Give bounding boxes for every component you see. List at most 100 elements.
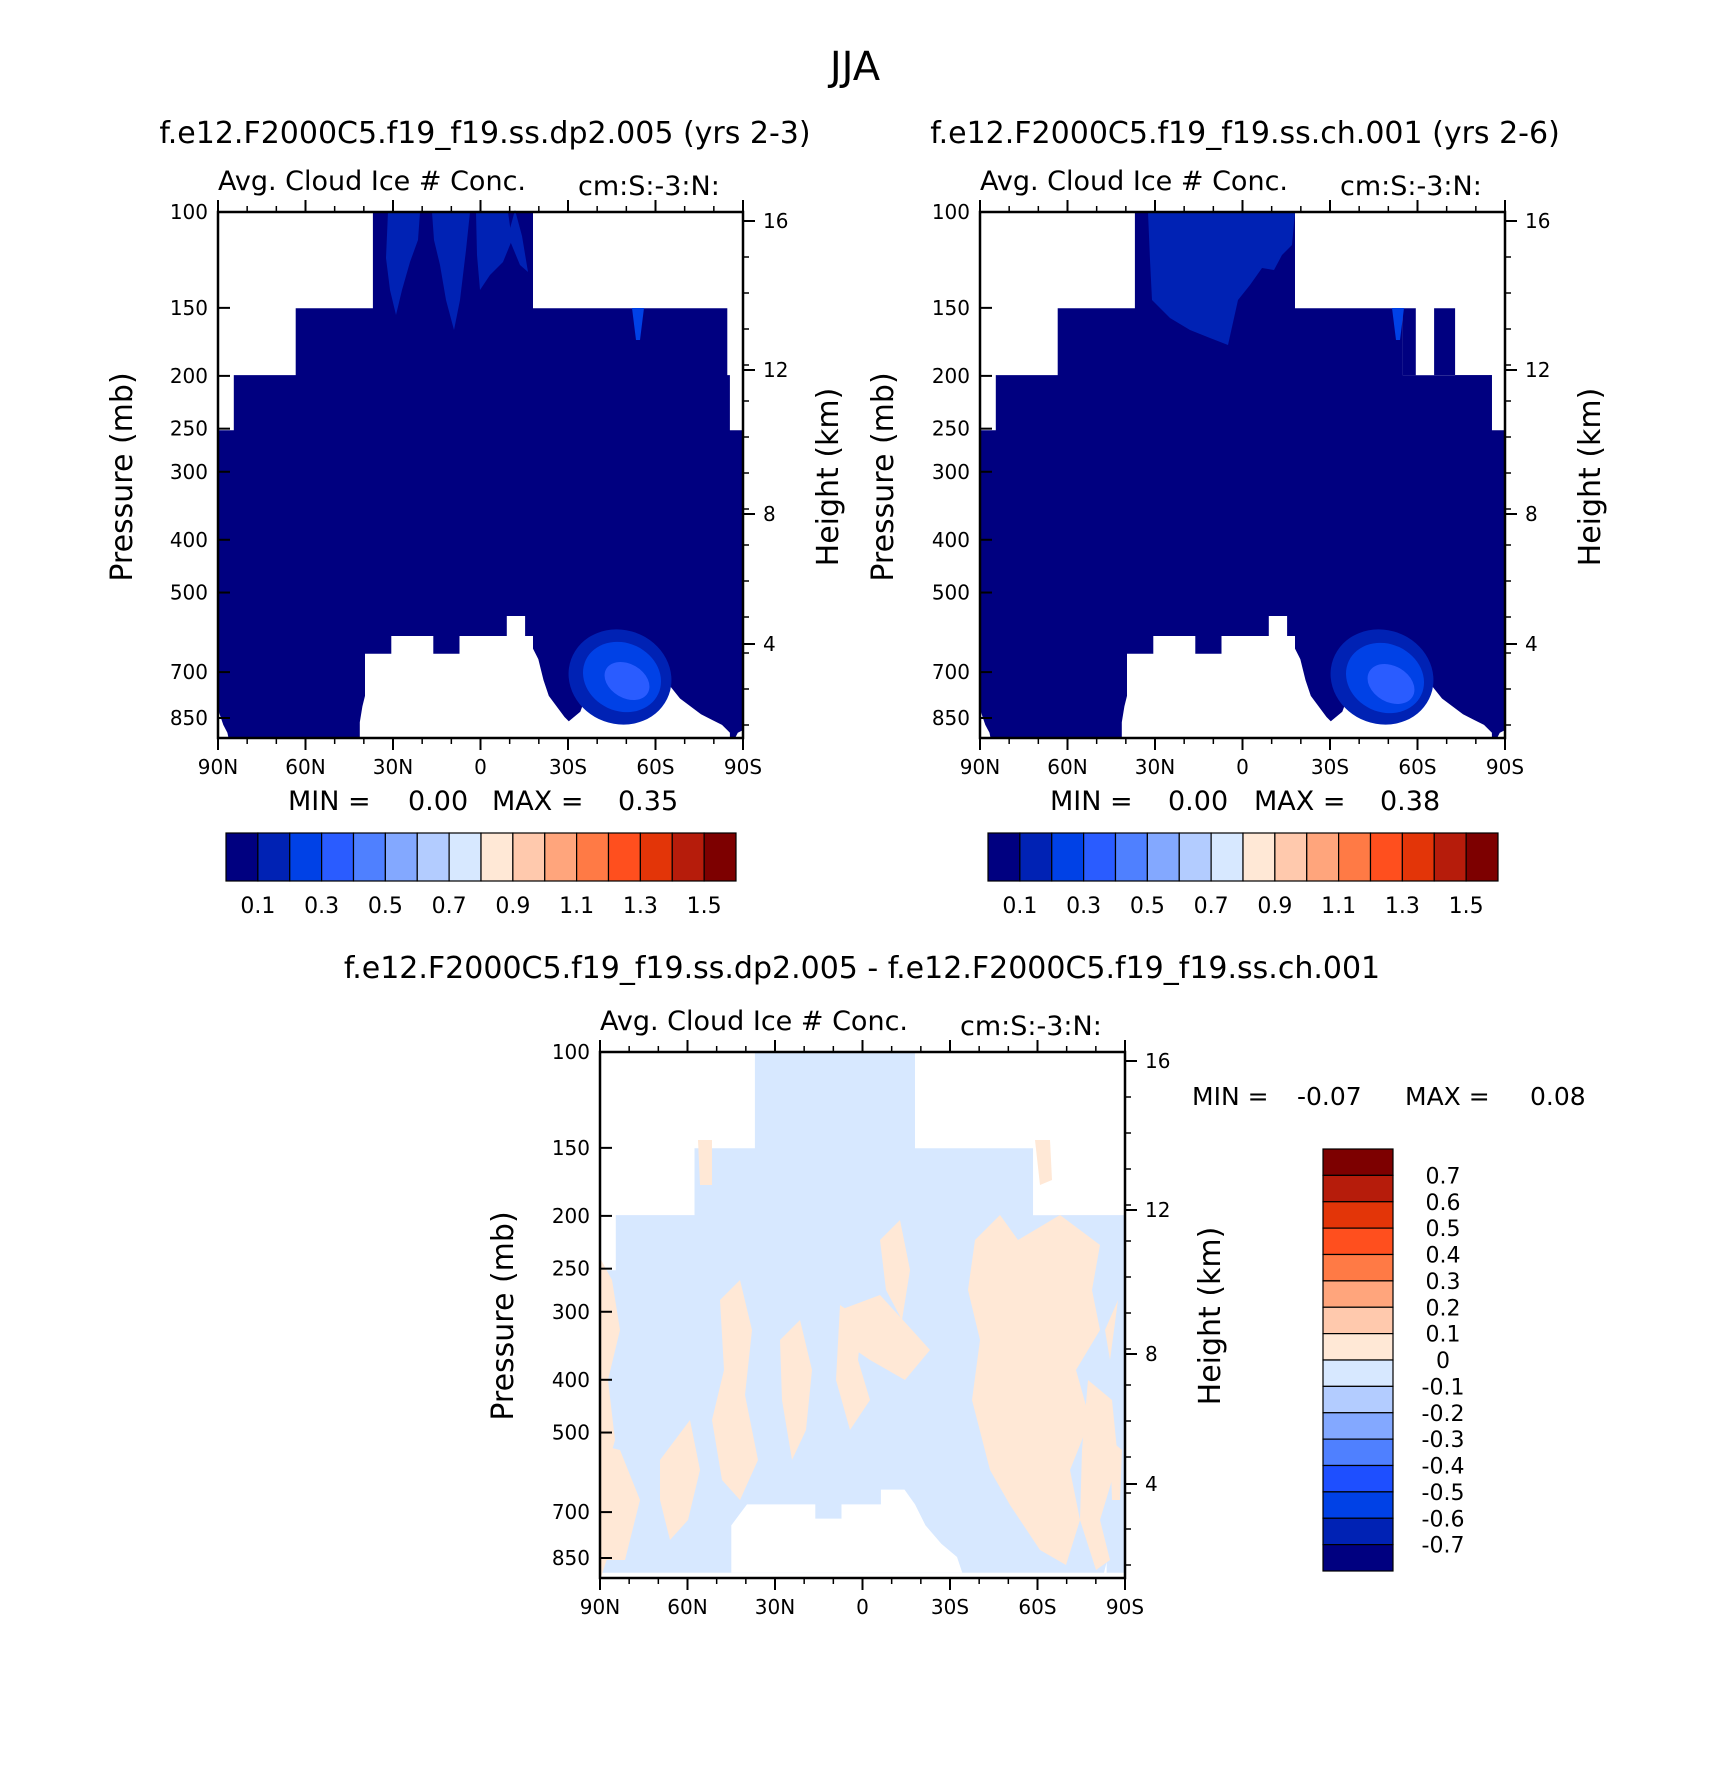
colorbar-label: 1.5 [687, 894, 722, 919]
y-tick-label: 100 [552, 1040, 590, 1064]
y-tick-label: 400 [170, 528, 208, 552]
y-right-tick-label: 12 [1145, 1198, 1170, 1222]
x-tick-label: 30N [755, 1595, 795, 1619]
colorbar-swatch [480, 832, 514, 882]
y-tick-label: 300 [552, 1300, 590, 1324]
panel-2-upper-contour [1148, 212, 1295, 345]
colorbar-swatch [639, 832, 673, 882]
y-tick-label: 400 [552, 1368, 590, 1392]
x-tick-label: 90N [198, 755, 238, 779]
x-tick-label: 90N [960, 755, 1000, 779]
colorbar-swatch [384, 832, 418, 882]
panel-2-upper-contour [1392, 308, 1404, 340]
colorbar-swatch [352, 832, 386, 882]
panel-1-min-value: 0.00 [408, 786, 468, 817]
colorbar-swatch [987, 832, 1021, 882]
colorbar-swatch [1338, 832, 1372, 882]
colorbar-swatch [1322, 1306, 1394, 1335]
panel-1-ice-max-contours [386, 210, 672, 725]
colorbar-label: 0.5 [368, 894, 403, 919]
no-data-region [1497, 730, 1505, 738]
colorbar-label: -0.5 [1422, 1481, 1465, 1506]
panel-1-max-value: 0.35 [618, 786, 678, 817]
colorbar-label: -0.4 [1422, 1455, 1465, 1480]
panel-1-title: f.e12.F2000C5.f19_f19.ss.dp2.005 (yrs 2-… [159, 116, 810, 151]
colorbar-swatch [1322, 1227, 1394, 1256]
y-tick-label: 150 [932, 296, 970, 320]
y-right-tick-label: 4 [1525, 632, 1538, 656]
panel-1-upper-contour [476, 212, 512, 290]
panel-3-positive-region [600, 1445, 640, 1560]
colorbar-swatch [544, 832, 578, 882]
y-right-tick-label: 4 [763, 632, 776, 656]
colorbar-label: -0.6 [1422, 1507, 1465, 1532]
panel-3-positive-region [968, 1215, 1100, 1565]
x-tick-label: 30N [373, 755, 413, 779]
y-right-tick-label: 16 [1145, 1049, 1170, 1073]
y-tick-label: 250 [170, 417, 208, 441]
colorbar-swatch [1322, 1253, 1394, 1282]
panel-1-contour-level-3 [604, 662, 650, 700]
panel-1-contour-field [218, 212, 743, 738]
panel-1-axes: 100 150 200 250 300 400 500 700 850 16 12 8 4 90N 60N 3… [170, 200, 788, 779]
panel-2-contour-level-3 [1367, 664, 1415, 704]
panel-2-title: f.e12.F2000C5.f19_f19.ss.ch.001 (yrs 2-6… [930, 116, 1560, 151]
colorbar-swatch [448, 832, 482, 882]
no-data-region [218, 709, 229, 738]
colorbar-label: 0.1 [240, 894, 275, 919]
no-data-region [980, 709, 991, 738]
contour-fill-level-0 [1434, 308, 1456, 376]
panel-2-colorbar: 0.1 0.3 0.5 0.7 0.9 1.1 1.3 1.5 [987, 832, 1499, 919]
colorbar-label: 0.1 [1002, 894, 1037, 919]
panel-2-subtitle-right: cm:S:-3:N: [1340, 171, 1482, 202]
colorbar-swatch [1322, 1517, 1394, 1546]
colorbar-swatch [607, 832, 641, 882]
panel-3-positive-region [712, 1280, 758, 1500]
panel-1-ylabel-right: Height (km) [811, 388, 846, 567]
x-tick-label: 60N [285, 755, 325, 779]
colorbar-label: 0.3 [1066, 894, 1101, 919]
panel-3-max-label: MAX = [1405, 1082, 1490, 1111]
y-tick-label: 850 [170, 706, 208, 730]
x-tick-label: 60S [1398, 755, 1436, 779]
colorbar-label: -0.7 [1422, 1534, 1465, 1559]
x-tick-label: 30S [549, 755, 587, 779]
y-right-tick-label: 16 [763, 209, 788, 233]
y-tick-label: 850 [552, 1546, 590, 1570]
panel-3-positive-region [1080, 1380, 1118, 1570]
no-data-region [359, 616, 591, 738]
colorbar-swatch [1242, 832, 1276, 882]
colorbar-label: 0.9 [1257, 894, 1292, 919]
y-right-tick-label: 12 [1525, 358, 1550, 382]
x-tick-label: 90S [1106, 1595, 1144, 1619]
colorbar-label: -0.3 [1422, 1428, 1465, 1453]
panel-2-max-label: MAX = [1254, 786, 1345, 817]
colorbar-swatch [1274, 832, 1308, 882]
x-tick-label: 60N [667, 1595, 707, 1619]
panel-3-positive-region [880, 1220, 910, 1320]
panel-3-positive-region [1035, 1140, 1052, 1185]
panel-3-title: f.e12.F2000C5.f19_f19.ss.dp2.005 - f.e12… [344, 951, 1380, 986]
colorbar-swatch [257, 832, 291, 882]
panel-3-plot-area: 100 150 200 250 300 400 500 700 850 16 12 8 4 90N 60N 3… [552, 1040, 1170, 1619]
colorbar-swatch [671, 832, 705, 882]
y-tick-label: 100 [170, 200, 208, 224]
x-tick-label: 90S [724, 755, 762, 779]
colorbar-swatch [1401, 832, 1435, 882]
no-data-region [731, 1489, 963, 1573]
y-tick-label: 700 [932, 660, 970, 684]
y-tick-label: 850 [932, 706, 970, 730]
y-tick-label: 150 [552, 1136, 590, 1160]
y-right-tick-label: 16 [1525, 209, 1550, 233]
panel-2: f.e12.F2000C5.f19_f19.ss.ch.001 (yrs 2-6… [866, 116, 1608, 919]
panel-2-min-value: 0.00 [1168, 786, 1228, 817]
colorbar-label: 1.3 [623, 894, 658, 919]
y-tick-label: 500 [170, 581, 208, 605]
colorbar-swatch [289, 832, 323, 882]
colorbar-swatch [321, 832, 355, 882]
panel-2-axes: 100 150 200 250 300 400 500 700 850 16 12 8 4 90N 60N 3… [932, 200, 1550, 779]
panel-3-ylabel: Pressure (mb) [486, 1211, 521, 1420]
panel-2-ice-max-contours [1148, 212, 1434, 725]
panel-2-subtitle-left: Avg. Cloud Ice # Conc. [980, 166, 1288, 197]
panel-2-min-label: MIN = [1050, 786, 1133, 817]
